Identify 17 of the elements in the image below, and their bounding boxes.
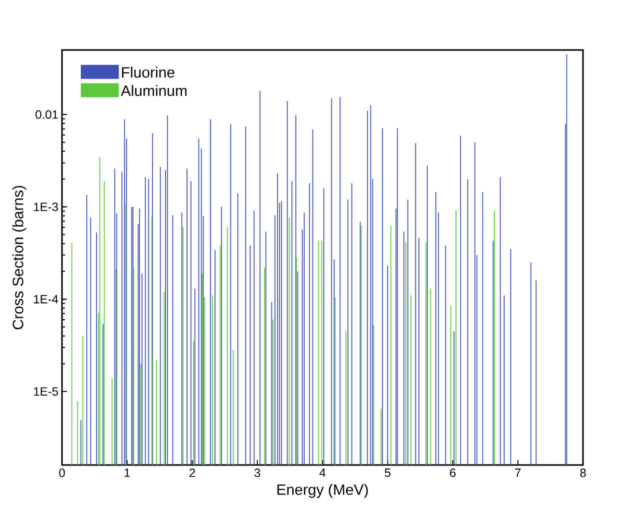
legend-label: Aluminum <box>120 85 187 96</box>
y-tick-label: 1E-3 <box>34 202 58 212</box>
x-tick-label: 3 <box>254 468 260 478</box>
y-axis-title: Cross Section (barns) <box>12 186 26 330</box>
x-tick-label: 4 <box>319 468 326 477</box>
legend-label: Fluorine <box>122 66 174 78</box>
x-tick-label: 1 <box>124 468 130 477</box>
y-tick-label: 1E-5 <box>34 387 58 396</box>
x-tick-label: 5 <box>384 468 390 477</box>
x-tick-label: 0 <box>59 468 65 478</box>
x-tick-label: 7 <box>515 468 521 477</box>
x-tick-label: 8 <box>580 468 586 478</box>
x-tick-label: 2 <box>190 468 195 477</box>
y-tick-label: 1E-4 <box>34 295 58 304</box>
x-axis-title: Energy (MeV) <box>277 484 368 498</box>
x-tick-label: 6 <box>450 468 456 478</box>
y-tick-label: 0.01 <box>36 110 58 119</box>
